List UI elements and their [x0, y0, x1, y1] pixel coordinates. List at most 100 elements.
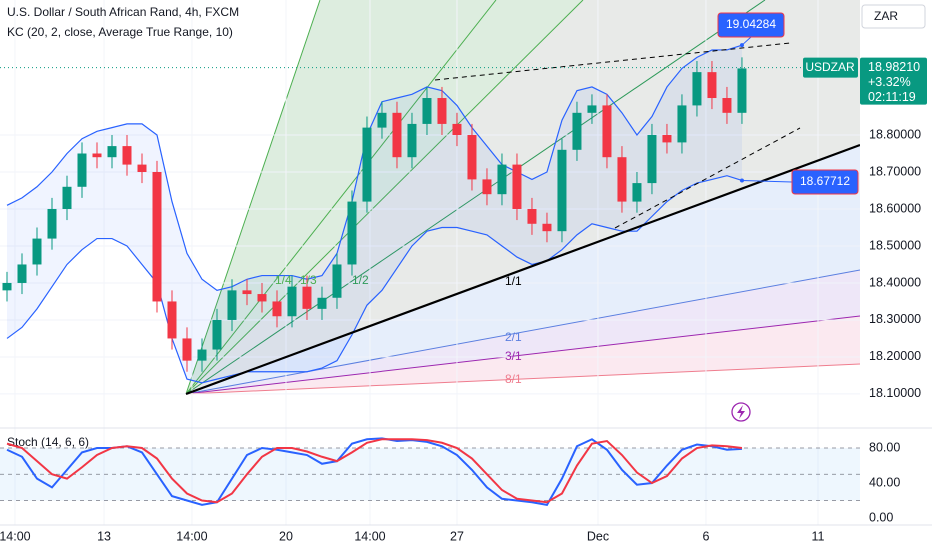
fan-label: 1/1: [505, 274, 522, 288]
gann-fan: [185, 0, 861, 395]
candle-body: [122, 146, 132, 165]
indicator-title: KC (20, 2, close, Average True Range, 10…: [7, 25, 233, 39]
fan-line: [185, 0, 321, 395]
end-connector: [741, 36, 752, 46]
candle-body: [737, 68, 747, 113]
candle-body: [197, 349, 207, 361]
candle-body: [392, 112, 402, 158]
candle-body: [242, 290, 252, 295]
candle-body: [452, 123, 462, 136]
x-tick-label: 14:00: [176, 529, 207, 543]
candle-body: [512, 164, 522, 209]
candle-body: [647, 135, 657, 184]
fan-line: [185, 363, 861, 395]
countdown: 02:11:19: [868, 90, 916, 104]
channel-line: [6, 175, 743, 384]
fan-line: [185, 315, 861, 395]
y-tick-label: 18.10000: [869, 386, 921, 400]
symbol-label: USDZAR: [805, 60, 855, 74]
y-tick-label: 18.80000: [869, 127, 921, 141]
candle-body: [167, 301, 177, 339]
candle-body: [317, 297, 327, 309]
candle-body: [92, 153, 102, 158]
candle-body: [482, 179, 492, 195]
candle-body: [152, 171, 162, 302]
end-connector: [741, 179, 793, 183]
fan-line: [185, 0, 497, 395]
fan-label: 1/3: [300, 273, 317, 287]
x-tick-label: 11: [812, 529, 825, 543]
x-tick-label: Dec: [587, 529, 609, 543]
end-label: 19.04284: [726, 17, 776, 31]
candle-body: [47, 208, 57, 239]
currency[interactable]: ZAR: [874, 9, 898, 23]
candle-body: [542, 223, 552, 232]
end-label: 18.67712: [800, 174, 850, 188]
price-pane: [0, 0, 860, 525]
candle-body: [17, 264, 27, 283]
dashed-trendline: [434, 42, 791, 81]
candle-body: [272, 301, 282, 317]
candle-body: [557, 149, 567, 232]
candle-body: [467, 135, 477, 180]
channel-fill: [7, 45, 742, 383]
y-tick-label: 18.40000: [869, 275, 921, 289]
end-label-box: [717, 12, 785, 38]
candle-body: [617, 157, 627, 202]
fan-label: 3/1: [505, 349, 522, 363]
y-tick-label: 18.60000: [869, 201, 921, 215]
x-tick-label: 27: [450, 529, 464, 543]
x-tick-label: 14:00: [354, 529, 385, 543]
candle-body: [692, 72, 702, 106]
last-price-label: 18.98210: [868, 60, 920, 74]
fan-line: [185, 269, 861, 395]
x-tick-label: 14:00: [0, 529, 31, 543]
symbol-tag: [803, 57, 858, 78]
candle-body: [437, 98, 447, 124]
y-tick-label: 80.00: [869, 440, 900, 454]
candle-body: [77, 153, 87, 187]
candle-body: [707, 72, 717, 99]
candle-body: [182, 338, 192, 361]
candle-body: [632, 183, 642, 202]
candle-body: [722, 98, 732, 113]
fan-label: 8/1: [505, 372, 522, 386]
end-label-box: [791, 169, 859, 195]
x-tick-label: 6: [702, 529, 709, 543]
candle-body: [527, 208, 537, 224]
candle-body: [32, 238, 42, 265]
candle-body: [587, 105, 597, 113]
y-tick-label: 0.00: [869, 510, 893, 524]
y-tick-label: 40.00: [869, 475, 900, 489]
candle-body: [602, 105, 612, 158]
candle-body: [377, 112, 387, 128]
y-tick-label: 18.70000: [869, 164, 921, 178]
candle-body: [227, 290, 237, 320]
fan-line-1-1: [185, 143, 861, 396]
currency-button[interactable]: [861, 4, 926, 29]
candle-body: [677, 105, 687, 143]
channel-line: [6, 44, 743, 292]
candle-body: [422, 98, 432, 124]
end-point: [739, 43, 744, 48]
fan-line: [185, 0, 584, 395]
y-tick-label: 18.30000: [869, 312, 921, 326]
candle-body: [347, 201, 357, 265]
y-tick-label: 18.20000: [869, 349, 921, 363]
stoch-title: Stoch (14, 6, 6): [7, 435, 89, 449]
end-point: [739, 178, 744, 183]
price-tag: [860, 57, 927, 105]
candle-body: [572, 112, 582, 150]
candle-body: [302, 286, 312, 309]
candle-body: [257, 294, 267, 302]
candle-body: [137, 164, 147, 172]
candle-body: [107, 146, 117, 158]
fan-label: 1/4: [275, 273, 292, 287]
candle-body: [62, 186, 72, 209]
candle-body: [407, 123, 417, 158]
dashed-trendline: [614, 127, 801, 229]
change-label: +3.32%: [868, 75, 911, 89]
fan-line: [185, 0, 766, 395]
